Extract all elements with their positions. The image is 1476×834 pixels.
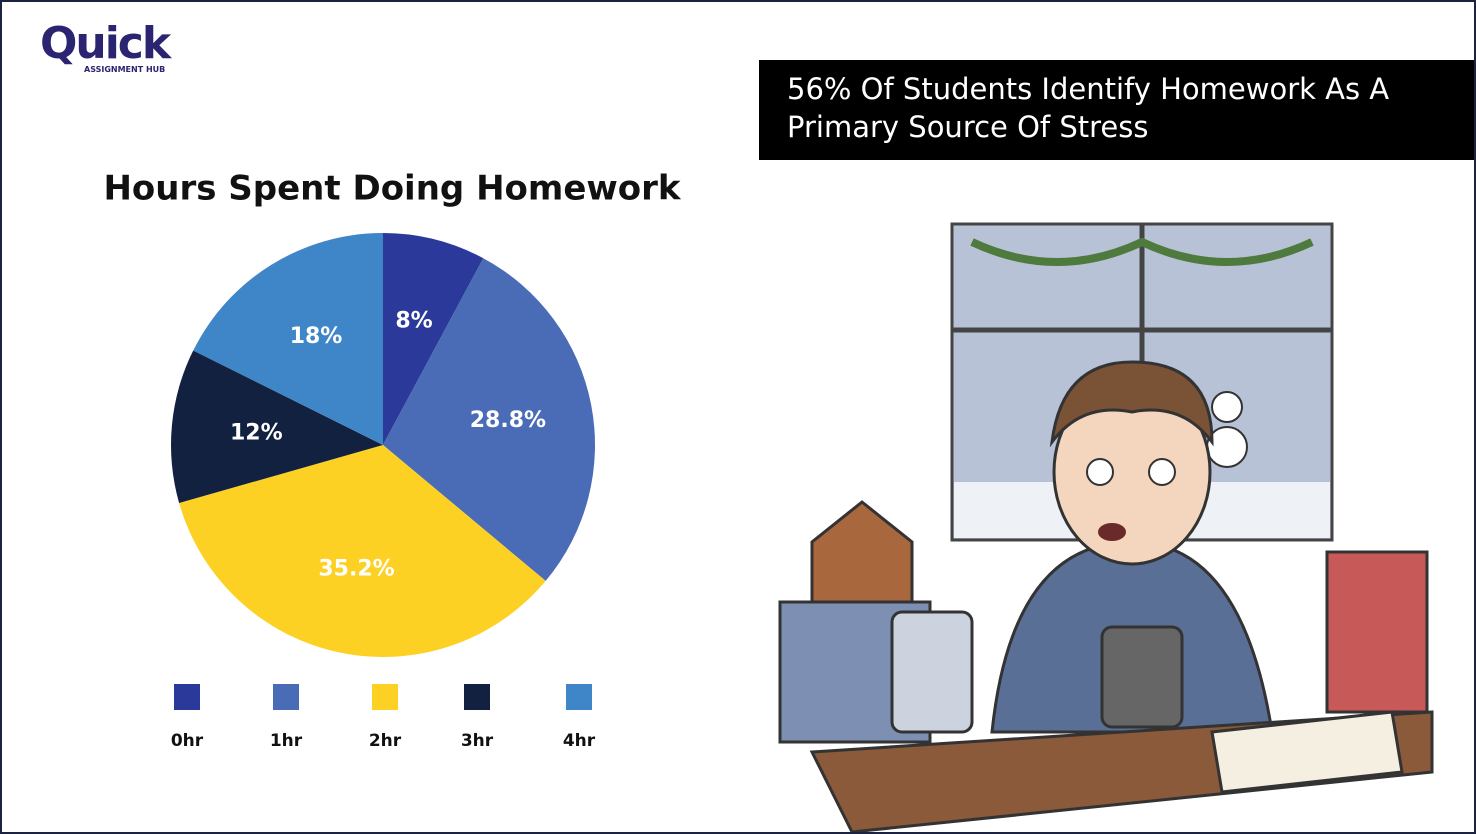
data-label: 35.2% (318, 556, 394, 581)
chart-title: Hours Spent Doing Homework (103, 169, 681, 209)
pie-slice (383, 233, 484, 445)
legend-label: 1hr (270, 731, 303, 751)
garland (970, 237, 1314, 266)
data-label: 12% (230, 420, 283, 445)
legend-swatch (273, 684, 299, 710)
legend-swatch (464, 684, 490, 710)
legend-label: 0hr (171, 731, 204, 751)
data-label: 8% (395, 309, 432, 334)
open-book (1210, 710, 1404, 794)
hair (1049, 360, 1214, 448)
mouth (1098, 523, 1126, 541)
gingerbread-house (810, 500, 914, 604)
illustration (778, 222, 1434, 832)
legend-swatch (372, 684, 398, 710)
headline-banner: 56% Of Students Identify Homework As A P… (759, 60, 1474, 160)
pie-slice (193, 233, 383, 445)
eye (1086, 458, 1114, 486)
pie-slice (383, 258, 595, 581)
snowman (1211, 391, 1243, 423)
legend-label: 4hr (563, 731, 596, 751)
legend-label: 3hr (461, 731, 494, 751)
chart: Hours Spent Doing Homework 8% 28.8% 35.2% 1… (103, 169, 681, 752)
data-label: 18% (290, 324, 343, 349)
legend-label: 2hr (369, 731, 402, 751)
data-label: 28.8% (470, 408, 546, 433)
legend-swatch (174, 684, 200, 710)
tablet (1100, 625, 1184, 729)
pie-slice (171, 350, 383, 504)
gifts (1325, 550, 1429, 714)
logo: Quick (40, 18, 171, 69)
pie-slice (179, 445, 546, 658)
logo-tagline: ASSIGNMENT HUB (84, 65, 166, 74)
legend-swatch (566, 684, 592, 710)
eye (1148, 458, 1176, 486)
phone (890, 610, 974, 734)
